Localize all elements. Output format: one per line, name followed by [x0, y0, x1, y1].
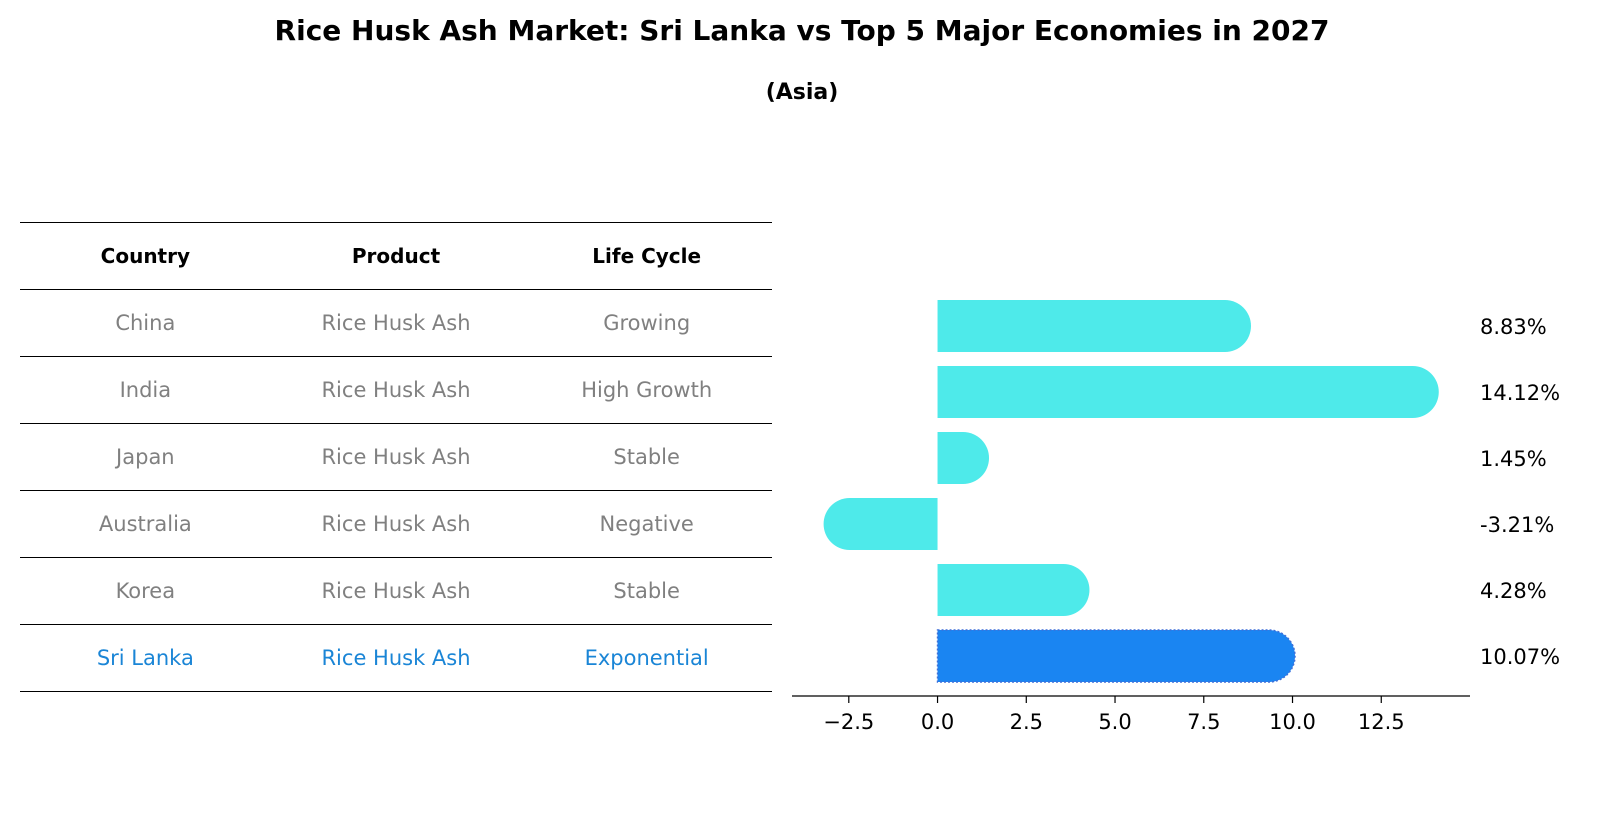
header-life-cycle: Life Cycle [592, 244, 702, 268]
bar-value-label: 8.83% [1480, 315, 1547, 339]
x-tick-label: 12.5 [1358, 710, 1405, 734]
bar-value-label: 10.07% [1480, 645, 1560, 669]
cell-country: India [119, 378, 172, 402]
x-tick-label: 0.0 [921, 710, 954, 734]
x-tick-label: 2.5 [1010, 710, 1043, 734]
x-tick-label: 10.0 [1269, 710, 1316, 734]
bar-value-label: 1.45% [1480, 447, 1547, 471]
cell-life-cycle: High Growth [581, 378, 713, 402]
cell-country: Japan [116, 445, 175, 469]
bar-sri-lanka [936, 629, 1296, 683]
cell-product: Rice Husk Ash [321, 646, 471, 670]
x-tick-label: 7.5 [1187, 710, 1220, 734]
bar-china [937, 300, 1251, 352]
cell-product: Rice Husk Ash [321, 378, 471, 402]
bar-korea [937, 564, 1090, 616]
bar-india [937, 366, 1439, 418]
cell-country: China [115, 311, 176, 335]
table-row: India Rice Husk Ash High Growth [20, 356, 772, 423]
header-product: Product [351, 244, 441, 268]
bar-value-label: 4.28% [1480, 579, 1547, 603]
x-tick-label: −2.5 [823, 710, 874, 734]
table-row-highlighted: Sri Lanka Rice Husk Ash Exponential [20, 624, 772, 692]
country-table: Country Product Life Cycle China Rice Hu… [20, 222, 772, 692]
table-row: Australia Rice Husk Ash Negative [20, 490, 772, 557]
bar-value-label: -3.21% [1480, 513, 1554, 537]
cell-life-cycle: Stable [613, 445, 680, 469]
cell-country: Australia [98, 512, 192, 536]
cell-life-cycle: Growing [603, 311, 691, 335]
bar-japan [937, 432, 990, 484]
cell-country: Sri Lanka [96, 646, 194, 670]
table-row: Japan Rice Husk Ash Stable [20, 423, 772, 490]
cell-country: Korea [115, 579, 176, 603]
table-header-row: Country Product Life Cycle [20, 222, 772, 289]
cell-product: Rice Husk Ash [321, 579, 471, 603]
table-row: China Rice Husk Ash Growing [20, 289, 772, 356]
chart-subtitle: (Asia) [765, 80, 839, 105]
cell-product: Rice Husk Ash [321, 311, 471, 335]
cell-life-cycle: Stable [613, 579, 680, 603]
cell-life-cycle: Negative [599, 512, 694, 536]
x-tick-label: 5.0 [1098, 710, 1131, 734]
cell-product: Rice Husk Ash [321, 512, 471, 536]
bar-value-label: 14.12% [1480, 381, 1560, 405]
cell-product: Rice Husk Ash [321, 445, 471, 469]
cell-life-cycle: Exponential [584, 646, 709, 670]
header-country: Country [100, 244, 191, 268]
chart-title: Rice Husk Ash Market: Sri Lanka vs Top 5… [274, 14, 1330, 47]
bar-australia [823, 498, 938, 550]
table-row: Korea Rice Husk Ash Stable [20, 557, 772, 624]
